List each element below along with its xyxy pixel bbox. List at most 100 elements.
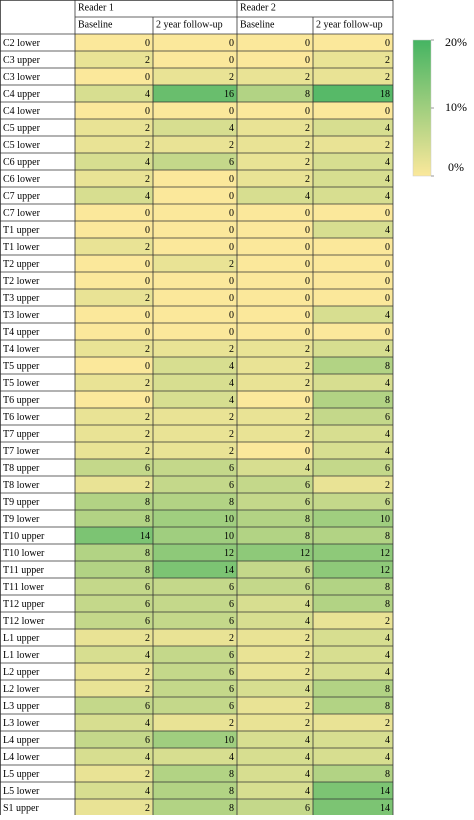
cell-value: 4 xyxy=(229,395,234,406)
cell-value: 2 xyxy=(385,616,390,627)
heat-cell xyxy=(237,697,313,714)
heat-cell xyxy=(237,34,313,51)
cell-value: 0 xyxy=(229,106,234,117)
cell-value: 10 xyxy=(224,531,234,542)
cell-value: 2 xyxy=(229,446,234,457)
cell-value: 2 xyxy=(145,378,150,389)
heat-cell xyxy=(313,136,393,153)
column-header: 2 year follow-up xyxy=(156,19,223,30)
cell-value: 6 xyxy=(385,463,390,474)
cell-value: 8 xyxy=(229,769,234,780)
heat-cell xyxy=(313,442,393,459)
heat-cell xyxy=(153,374,237,391)
cell-value: 4 xyxy=(305,684,310,695)
heat-cell xyxy=(313,68,393,85)
cell-value: 2 xyxy=(305,174,310,185)
cell-value: 2 xyxy=(305,718,310,729)
cell-value: 6 xyxy=(385,497,390,508)
row-label: T11 lower xyxy=(3,582,45,593)
heat-cell xyxy=(153,629,237,646)
heat-cell xyxy=(75,153,153,170)
heat-cell xyxy=(153,748,237,765)
heat-cell xyxy=(313,680,393,697)
heat-cell xyxy=(313,476,393,493)
heat-cell xyxy=(75,799,153,816)
heat-cell xyxy=(313,629,393,646)
heat-cell xyxy=(237,595,313,612)
heat-cell xyxy=(75,306,153,323)
cell-value: 12 xyxy=(300,548,310,559)
row-label: L1 upper xyxy=(3,633,40,644)
cell-value: 8 xyxy=(385,582,390,593)
cell-value: 12 xyxy=(224,548,234,559)
column-header: 2 year follow-up xyxy=(316,19,383,30)
heat-cell xyxy=(237,68,313,85)
column-header: Baseline xyxy=(78,19,113,30)
cell-value: 8 xyxy=(385,599,390,610)
heat-cell xyxy=(237,629,313,646)
heat-cell xyxy=(237,442,313,459)
cell-value: 0 xyxy=(385,327,390,338)
cell-value: 2 xyxy=(305,429,310,440)
cell-value: 16 xyxy=(224,89,234,100)
cell-value: 2 xyxy=(229,72,234,83)
heat-cell xyxy=(313,187,393,204)
cell-value: 0 xyxy=(229,38,234,49)
row-label: L4 lower xyxy=(3,752,40,763)
cell-value: 0 xyxy=(229,293,234,304)
cell-value: 2 xyxy=(385,140,390,151)
heat-cell xyxy=(313,170,393,187)
cell-value: 4 xyxy=(229,123,234,134)
cell-value: 8 xyxy=(145,548,150,559)
heat-cell xyxy=(75,102,153,119)
cell-value: 6 xyxy=(145,701,150,712)
cell-value: 8 xyxy=(305,514,310,525)
heat-cell xyxy=(153,306,237,323)
cell-value: 0 xyxy=(305,310,310,321)
heat-cell xyxy=(75,493,153,510)
heat-cell xyxy=(237,306,313,323)
cell-value: 8 xyxy=(385,531,390,542)
cell-value: 18 xyxy=(380,89,390,100)
cell-value: 2 xyxy=(145,684,150,695)
heat-cell xyxy=(153,561,237,578)
heat-cell xyxy=(153,119,237,136)
row-label: L4 upper xyxy=(3,735,40,746)
heat-cell xyxy=(237,238,313,255)
row-label: T3 upper xyxy=(3,293,40,304)
heat-cell xyxy=(75,748,153,765)
cell-value: 0 xyxy=(305,276,310,287)
cell-value: 0 xyxy=(145,225,150,236)
heat-cell xyxy=(237,170,313,187)
heat-cell xyxy=(313,425,393,442)
cell-value: 0 xyxy=(145,310,150,321)
cell-value: 0 xyxy=(305,259,310,270)
heat-cell xyxy=(75,68,153,85)
cell-value: 6 xyxy=(145,735,150,746)
heat-cell xyxy=(237,714,313,731)
cell-value: 8 xyxy=(145,514,150,525)
cell-value: 0 xyxy=(305,208,310,219)
cell-value: 2 xyxy=(145,633,150,644)
cell-value: 6 xyxy=(229,157,234,168)
cell-value: 2 xyxy=(229,718,234,729)
heat-cell xyxy=(75,697,153,714)
heat-cell xyxy=(75,170,153,187)
cell-value: 8 xyxy=(385,361,390,372)
heat-cell xyxy=(153,527,237,544)
cell-value: 2 xyxy=(229,259,234,270)
cell-value: 10 xyxy=(224,735,234,746)
cell-value: 14 xyxy=(224,565,234,576)
cell-value: 2 xyxy=(385,480,390,491)
heat-cell xyxy=(237,340,313,357)
cell-value: 0 xyxy=(145,259,150,270)
heat-cell xyxy=(237,765,313,782)
heat-cell xyxy=(153,408,237,425)
cell-value: 2 xyxy=(229,429,234,440)
cell-value: 6 xyxy=(305,803,310,814)
cell-value: 4 xyxy=(385,191,390,202)
cell-value: 2 xyxy=(305,140,310,151)
cell-value: 2 xyxy=(305,412,310,423)
cell-value: 0 xyxy=(145,361,150,372)
heat-cell xyxy=(153,731,237,748)
